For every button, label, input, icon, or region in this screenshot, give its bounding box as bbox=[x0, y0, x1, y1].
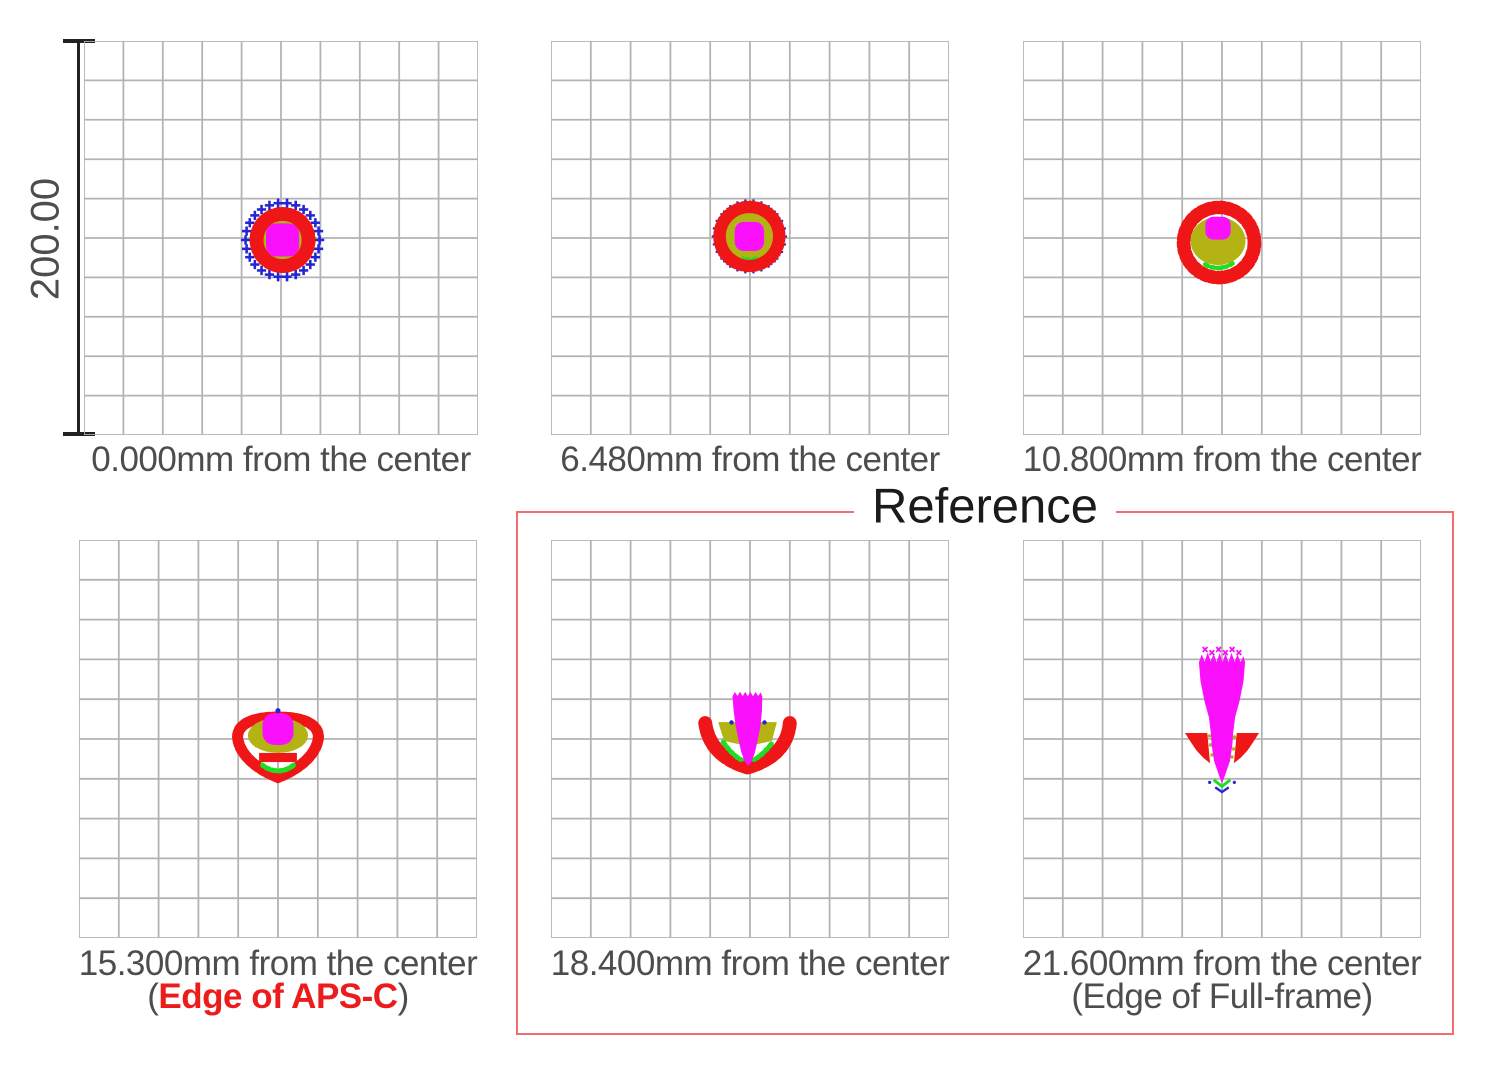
grid-lines bbox=[551, 41, 949, 435]
spot-layer-magenta-squircle bbox=[266, 223, 300, 257]
spot-layer-green-path bbox=[1212, 778, 1232, 789]
spot-layer-green-arc bbox=[741, 256, 758, 260]
spot-panel-21.600mm bbox=[1023, 540, 1421, 938]
paren-close: ) bbox=[397, 977, 410, 1016]
spot-plot bbox=[551, 41, 949, 435]
paren-open: ( bbox=[147, 977, 159, 1016]
spot-layer-magenta-squircle bbox=[1205, 216, 1231, 240]
scale-bar-label: 200.00 bbox=[23, 177, 68, 301]
panel-caption: 6.480mm from the center bbox=[560, 440, 940, 479]
grid-lines bbox=[1023, 540, 1421, 938]
spot-plot bbox=[1023, 540, 1421, 938]
panel-caption: 0.000mm from the center bbox=[91, 440, 471, 479]
paren-open: ( bbox=[1071, 977, 1083, 1016]
spot-layer-olive-ring bbox=[725, 213, 773, 260]
panel-caption-distance: 6.480mm from the center bbox=[560, 440, 940, 479]
spot-layer-red-path bbox=[1184, 733, 1260, 764]
spot bbox=[698, 691, 797, 775]
panel-caption: 21.600mm from the center (Edge of Full-fr… bbox=[1022, 944, 1422, 1016]
reference-box: Reference bbox=[516, 478, 1454, 1035]
spot-layer-blue-path bbox=[1214, 786, 1230, 794]
spot-layer-magenta-spikes bbox=[1202, 646, 1242, 656]
spot-layer-olive-disc bbox=[1190, 216, 1246, 265]
panel-caption-distance: 0.000mm from the center bbox=[91, 440, 471, 479]
spot-layer-red-ring bbox=[249, 206, 316, 273]
spot-layer-magenta-squircle bbox=[734, 221, 765, 252]
spot-layer-blue-markerRing bbox=[240, 198, 325, 282]
sublabel-text: Edge of Full-frame bbox=[1082, 977, 1362, 1016]
spot-plot bbox=[551, 540, 949, 938]
spot-layer-red-path bbox=[232, 711, 324, 784]
spot-layer-magenta-squircle bbox=[262, 713, 294, 745]
spot-plot bbox=[79, 540, 477, 938]
spot-layer-blue-dots bbox=[1208, 780, 1236, 784]
spot bbox=[1176, 200, 1262, 285]
paren-close: ) bbox=[1361, 977, 1373, 1016]
spot-layer-olive-dots bbox=[1207, 734, 1237, 759]
spot-layer-blue-dots bbox=[729, 720, 767, 725]
spot-plot bbox=[84, 41, 478, 435]
spot-panel-18.400mm bbox=[551, 540, 949, 938]
panel-caption: 18.400mm from the center bbox=[550, 944, 950, 983]
spot-panel-6.480mm bbox=[551, 41, 949, 435]
spot bbox=[240, 198, 325, 282]
sublabel-text: Edge of APS-C bbox=[158, 977, 398, 1016]
panel-caption-distance: 18.400mm from the center bbox=[550, 944, 950, 983]
spot-layer-magenta-path bbox=[1198, 652, 1246, 784]
spot-layer-green-arc bbox=[260, 762, 296, 774]
spot-panel-15.300mm bbox=[79, 540, 477, 938]
spot-panel-10.800mm bbox=[1023, 41, 1421, 435]
spot-panel-0.000mm bbox=[84, 41, 478, 435]
grid-lines bbox=[1023, 41, 1421, 435]
spot bbox=[711, 199, 788, 274]
spot-layer-blue-dots bbox=[275, 708, 281, 714]
scale-bar-bottom-cap bbox=[63, 432, 95, 436]
spot bbox=[232, 708, 324, 784]
spot-layer-red-band bbox=[259, 752, 297, 763]
panel-caption: 10.800mm from the center bbox=[1022, 440, 1422, 479]
spot bbox=[1184, 646, 1260, 794]
spot-layer-green-arc bbox=[1201, 261, 1235, 271]
panel-caption-sublabel: (Edge of Full-frame) bbox=[1023, 977, 1421, 1016]
spot-layer-magenta-path bbox=[732, 691, 763, 767]
panel-caption-distance: 15.300mm from the center bbox=[78, 944, 478, 983]
scale-bar-top-cap bbox=[63, 39, 95, 43]
scale-bar-line bbox=[77, 40, 80, 435]
reference-label: Reference bbox=[853, 478, 1117, 535]
spot-layer-red-ring bbox=[1176, 200, 1262, 285]
panel-caption-distance: 21.600mm from the center bbox=[1022, 944, 1422, 983]
spot-layer-olive-ring bbox=[263, 220, 302, 260]
panel-caption-distance: 10.800mm from the center bbox=[1022, 440, 1422, 479]
grid-lines bbox=[551, 540, 949, 938]
spot-plot bbox=[1023, 41, 1421, 435]
spot-layer-red-ring bbox=[713, 200, 786, 273]
panel-caption: 15.300mm from the center (Edge of APS-C) bbox=[78, 944, 478, 1016]
panel-caption-sublabel: (Edge of APS-C) bbox=[79, 977, 477, 1016]
